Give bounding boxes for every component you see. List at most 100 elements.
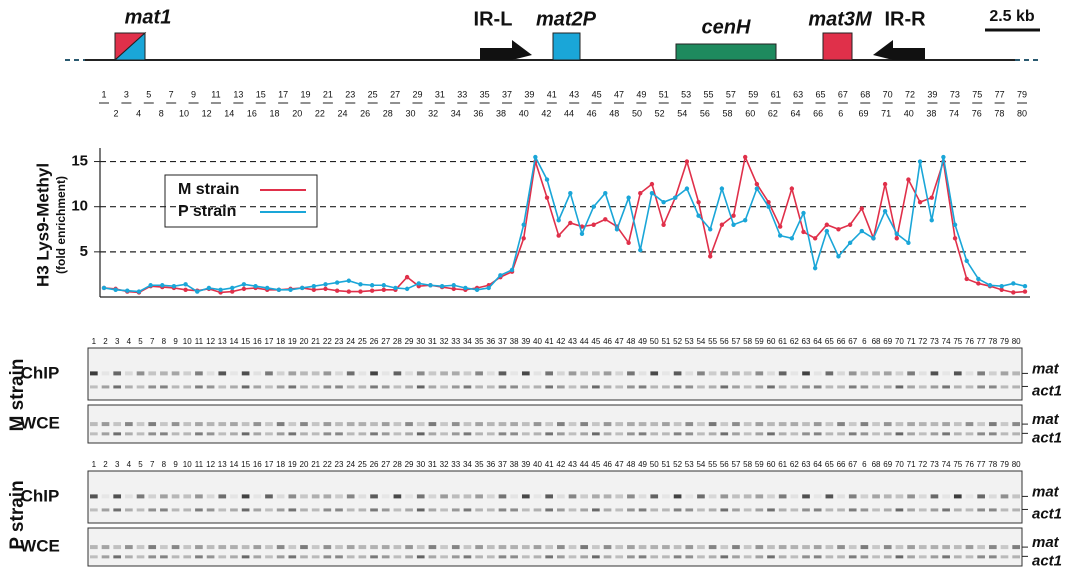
primer-number: 67 [838,89,848,99]
gel-band [347,555,355,558]
gel-band [802,494,810,498]
gel-band [440,508,448,511]
gel-band [300,422,308,426]
lane-number: 6 [862,460,867,469]
lane-number: 33 [451,337,460,346]
lane-number: 40 [533,460,542,469]
gel-band [195,432,203,435]
gel-band [510,385,518,388]
gel-band [942,508,950,511]
primer-number: 57 [726,89,736,99]
gel-band [580,422,588,426]
gel-band [896,385,904,388]
gel-band [417,385,425,388]
gel-band [242,432,250,435]
primer-number: 28 [383,108,393,118]
gel-band [452,494,460,498]
gel-band [837,371,845,375]
lane-number: 48 [626,460,635,469]
gel-band [557,371,565,375]
lane-number: 34 [463,460,472,469]
panel-label: ChIP [21,363,60,382]
primer-number: 9 [191,89,196,99]
data-point [638,191,642,195]
data-point [323,287,327,291]
lane-number: 28 [393,460,402,469]
lane-number: 64 [813,460,822,469]
gel-band [989,494,997,498]
data-point [452,283,456,287]
lane-number: 37 [498,337,507,346]
gel-band [650,371,658,375]
gel-band [242,545,250,549]
lane-number: 44 [580,337,589,346]
gel-band [1001,508,1009,511]
gel-band [744,385,752,388]
gel-band [814,508,822,511]
gel-band [172,385,180,388]
gel-band [300,555,308,558]
data-point [953,223,957,227]
gel-band [487,494,495,498]
gel-band [697,422,705,426]
gel-band [499,508,507,511]
lane-number: 50 [650,337,659,346]
gel-band [942,555,950,558]
gel-panel [88,405,1022,443]
lane-number: 72 [918,460,927,469]
gel-band [791,422,799,426]
data-point [673,195,677,199]
lane-number: 75 [953,337,962,346]
gel-band [452,422,460,426]
gel-band [931,555,939,558]
data-point [638,248,642,252]
data-point [568,191,572,195]
gel-band [265,371,273,375]
gel-band [440,371,448,375]
lane-number: 27 [381,460,390,469]
lane-number: 59 [755,460,764,469]
primer-number: 44 [564,108,574,118]
gel-band [989,432,997,435]
gel-band [207,494,215,498]
gel-band [207,422,215,426]
primer-number: 30 [405,108,415,118]
gel-band [370,545,378,549]
data-point [685,159,689,163]
gel-band [137,494,145,498]
gel-band [394,508,402,511]
gel-band [218,422,226,426]
data-point [323,282,327,286]
gel-band [650,385,658,388]
data-point [125,288,129,292]
gel-band [125,555,133,558]
gel-band [125,371,133,375]
gel-band [148,422,156,426]
gel-band [545,545,553,549]
band-label: act1 [1032,552,1062,569]
gel-band [160,494,168,498]
gel-band [464,555,472,558]
gel-band [1012,545,1020,549]
lane-number: 16 [253,460,262,469]
lane-number: 17 [265,460,274,469]
data-point [556,233,560,237]
gel-band [884,432,892,435]
gel-band [779,545,787,549]
data-point [300,286,304,290]
primer-number: 72 [905,89,915,99]
gel-band [265,422,273,426]
gel-band [265,545,273,549]
data-point [335,280,339,284]
gel-band [709,508,717,511]
gel-band [814,494,822,498]
gel-band [896,508,904,511]
lane-number: 46 [603,337,612,346]
gel-band [907,385,915,388]
data-point [405,287,409,291]
data-point [918,159,922,163]
data-point [626,195,630,199]
gel-band [919,422,927,426]
gel-band [452,432,460,435]
lane-number: 67 [848,337,857,346]
